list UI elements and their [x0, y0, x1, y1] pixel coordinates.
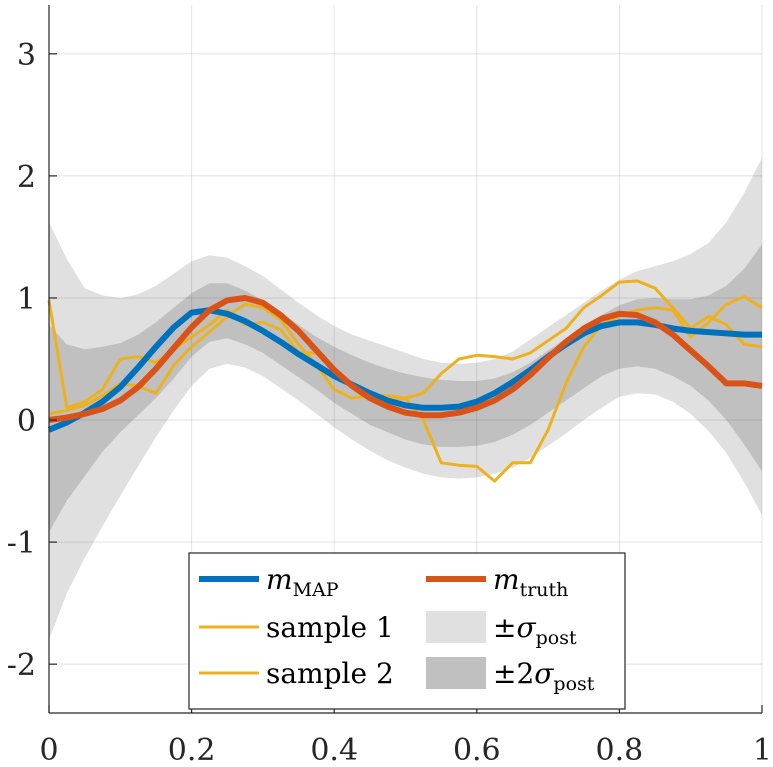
legend-label-sigma: ±σpost [493, 611, 577, 649]
y-tick-label: -2 [7, 648, 36, 683]
y-tick-label: 0 [17, 404, 36, 439]
legend: mMAP mtruth sample 1 ±σpost sample 2 ±2σ… [188, 552, 626, 710]
x-tick-label: 1 [753, 733, 772, 767]
legend-label-map: mMAP [266, 563, 339, 601]
legend-label-sample1: sample 1 [266, 611, 394, 644]
series-m-map [47, 307, 762, 433]
legend-swatch-2sigma [426, 657, 486, 689]
y-tick-label: 1 [17, 282, 36, 317]
legend-swatch-sigma [426, 611, 486, 643]
x-tick-label: 0.2 [168, 733, 216, 767]
series-layer [47, 279, 763, 483]
x-tick-label: 0.6 [453, 733, 501, 767]
legend-label-sample2: sample 2 [266, 657, 394, 690]
y-tick-label: 2 [17, 160, 36, 195]
y-tick-label: -1 [7, 526, 36, 561]
x-tick-label: 0.8 [596, 733, 644, 767]
y-tick-label: 3 [17, 38, 36, 73]
legend-label-truth: mtruth [493, 563, 568, 601]
legend-box [188, 552, 626, 710]
series-m-truth [48, 295, 763, 423]
x-tick-label: 0.4 [310, 733, 358, 767]
x-tick-label: 0 [39, 733, 58, 767]
series-sample-2 [48, 295, 763, 483]
legend-label-2sigma: ±2σpost [493, 657, 595, 695]
